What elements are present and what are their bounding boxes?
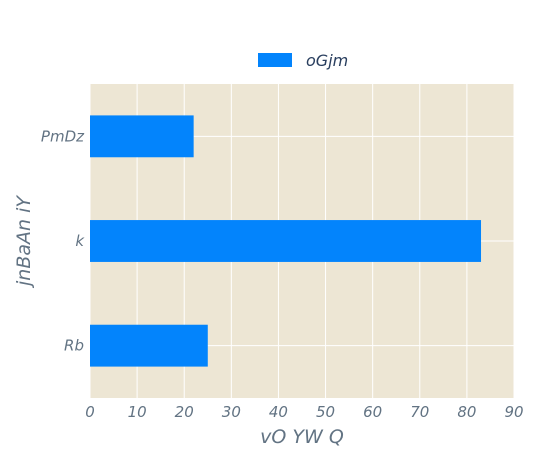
x-tick-label: 0 bbox=[85, 403, 95, 421]
x-tick-label: 50 bbox=[316, 403, 335, 421]
x-tick-label: 60 bbox=[363, 403, 382, 421]
x-tick-label: 40 bbox=[269, 403, 288, 421]
y-tick-label: PmDz bbox=[41, 127, 85, 145]
legend-label: oGjm bbox=[306, 51, 348, 70]
bar[interactable] bbox=[90, 115, 194, 158]
y-tick-label: k bbox=[75, 232, 85, 250]
bar[interactable] bbox=[90, 220, 482, 262]
x-tick-label: 30 bbox=[222, 403, 241, 421]
x-tick-label: 10 bbox=[128, 403, 147, 421]
legend-swatch bbox=[258, 53, 292, 67]
x-tick-label: 70 bbox=[410, 403, 429, 421]
y-axis-ticks: Rb k PmDz bbox=[41, 127, 85, 354]
x-tick-label: 20 bbox=[175, 403, 194, 421]
y-axis-title: jnBaAn iY bbox=[13, 195, 35, 289]
bars bbox=[90, 115, 482, 367]
bar[interactable] bbox=[90, 324, 208, 367]
legend[interactable]: oGjm bbox=[258, 51, 348, 70]
y-tick-label: Rb bbox=[64, 337, 84, 355]
x-tick-label: 90 bbox=[504, 403, 523, 421]
x-axis-ticks: 0 10 20 30 40 50 60 70 80 90 bbox=[85, 403, 523, 421]
x-axis-title: vO YW Q bbox=[260, 426, 344, 448]
x-tick-label: 80 bbox=[457, 403, 476, 421]
